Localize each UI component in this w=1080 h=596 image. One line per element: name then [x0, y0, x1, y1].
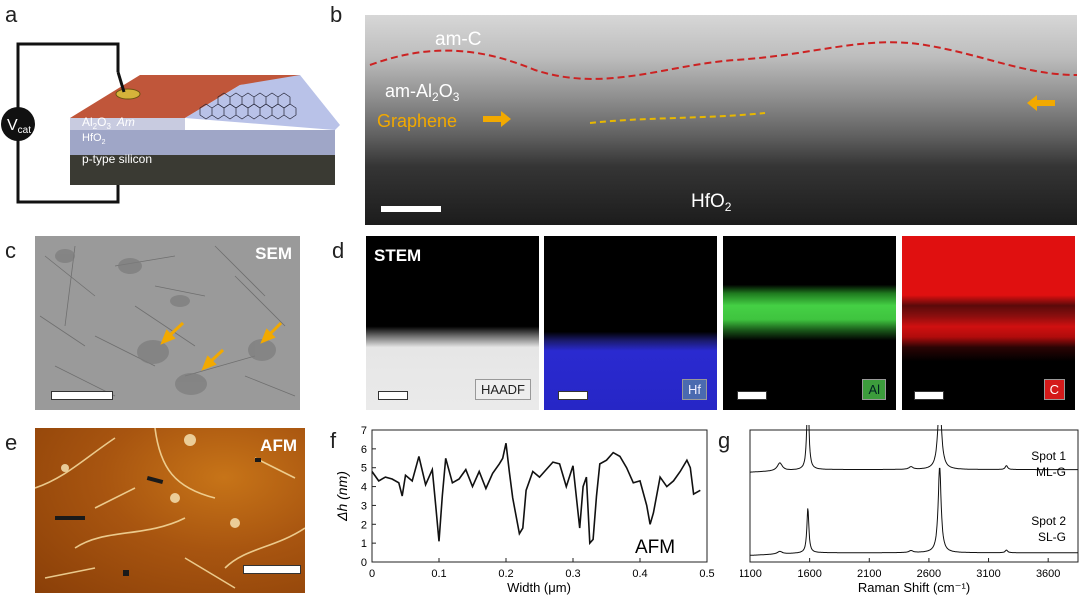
- stem-c-map: C: [902, 236, 1075, 410]
- y-tick-label: 3: [361, 500, 367, 512]
- hfo2-layer: [70, 130, 335, 155]
- spot2-label-line2: SL-G: [1038, 530, 1066, 544]
- hfo2-label-b: HfO2: [691, 191, 732, 214]
- graphene-label: Graphene: [377, 111, 457, 131]
- raman-spectra-chart: 1100 1600 2100 2600 3100 3600 Spot 1 ML-G Spo…: [740, 425, 1079, 595]
- x-tick-label: 2600: [917, 568, 941, 580]
- panel-label-b: b: [330, 2, 343, 27]
- x-tick-label: 1600: [797, 568, 821, 580]
- y-tick-label: 5: [361, 463, 367, 475]
- panel-label-f: f: [330, 428, 337, 453]
- afm-image: AFM: [35, 428, 305, 593]
- top-electrode: [115, 88, 141, 100]
- spot1-label-line2: ML-G: [1036, 465, 1066, 479]
- panel-label-a: a: [5, 2, 18, 27]
- am-c-label: am-C: [435, 29, 481, 50]
- plot-frame: [749, 429, 1079, 563]
- y-axis-label: Δh (nm): [334, 471, 350, 522]
- stem-haadf: STEM HAADF: [366, 236, 539, 410]
- graphene-dashed-line: [589, 112, 766, 124]
- afm-inset-label: AFM: [635, 537, 675, 558]
- x-tick-label: 0.4: [632, 568, 647, 580]
- y-tick-label: 1: [361, 538, 367, 550]
- series-line-spot1: [750, 425, 1078, 473]
- spot1-label-line1: Spot 1: [1031, 449, 1066, 463]
- scale-bar-hf: [558, 391, 588, 400]
- series-line-height: [371, 443, 701, 546]
- plot-frame: [371, 429, 708, 563]
- scale-bar-e: [243, 565, 301, 574]
- x-tick-label: 3100: [976, 568, 1000, 580]
- scale-bar-al: [737, 391, 767, 400]
- scale-bar-b: [381, 206, 441, 212]
- sem-image: SEM: [35, 236, 300, 410]
- afm-tag: AFM: [260, 436, 297, 455]
- scale-bar-c: [51, 391, 113, 400]
- x-axis-label: Width (μm): [507, 580, 571, 595]
- y-tick-label: 7: [361, 425, 367, 437]
- channel-label-al: Al: [862, 379, 886, 400]
- channel-label-haadf: HAADF: [474, 379, 531, 400]
- channel-label-c: C: [1043, 379, 1065, 400]
- y-tick-label: 0: [361, 557, 367, 569]
- panel-label-c: c: [5, 238, 16, 263]
- voltage-source: [1, 107, 35, 141]
- x-tick-label: 0: [369, 568, 375, 580]
- hfo2-top-surface: [185, 75, 340, 130]
- y-tick-label: 6: [361, 444, 367, 456]
- am-top-surface: [70, 75, 300, 118]
- y-tick-label: 4: [361, 482, 367, 494]
- x-tick-label: 0.5: [699, 568, 714, 580]
- al2o3-label: Al2O3 Am: [82, 115, 135, 131]
- graphene-arrow-left: [483, 111, 511, 127]
- panel-label-g: g: [718, 428, 731, 453]
- scale-bar-c-map: [914, 391, 944, 400]
- x-tick-label: 3600: [1036, 568, 1060, 580]
- stem-al-map: Al: [723, 236, 896, 410]
- x-tick-label: 0.3: [565, 568, 580, 580]
- x-tick-label: 0.2: [498, 568, 513, 580]
- graphene-arrow-right: [1027, 95, 1055, 111]
- am-al2o3-label: am-Al2O3: [385, 81, 460, 104]
- device-schematic: Vcat Al2O3 Am HfO2 p-type silicon: [1, 42, 340, 204]
- tem-image: am-C am-Al2O3 Graphene HfO2: [365, 15, 1077, 225]
- substrate-label: p-type silicon: [82, 152, 152, 166]
- al2o3-layer: [70, 118, 185, 130]
- afm-profile-chart: 0 1 2 3 4 5 6 7 0 0.1 0.2 0.3 0.4 0.5 Δh (nm) Width …: [334, 425, 715, 595]
- interface-dashed-line: [369, 41, 1077, 80]
- hfo2-label: HfO2: [82, 132, 106, 146]
- sem-tag: SEM: [255, 244, 292, 263]
- y-tick-label: 2: [361, 519, 367, 531]
- x-axis-label: Raman Shift (cm⁻¹): [858, 580, 970, 595]
- panel-label-e: e: [5, 430, 18, 455]
- x-tick-label: 1100: [740, 568, 762, 580]
- series-line-spot2: [750, 467, 1078, 556]
- svg-text:Vcat: Vcat: [7, 117, 31, 136]
- scale-bar-haadf: [378, 391, 408, 400]
- x-tick-label: 0.1: [431, 568, 446, 580]
- channel-label-hf: Hf: [682, 379, 707, 400]
- stem-tag: STEM: [374, 246, 422, 265]
- stem-hf-map: Hf: [544, 236, 717, 410]
- spot2-label-line1: Spot 2: [1031, 514, 1066, 528]
- graphene-lattice: [199, 92, 297, 120]
- x-tick-label: 2100: [857, 568, 881, 580]
- panel-label-d: d: [332, 238, 345, 263]
